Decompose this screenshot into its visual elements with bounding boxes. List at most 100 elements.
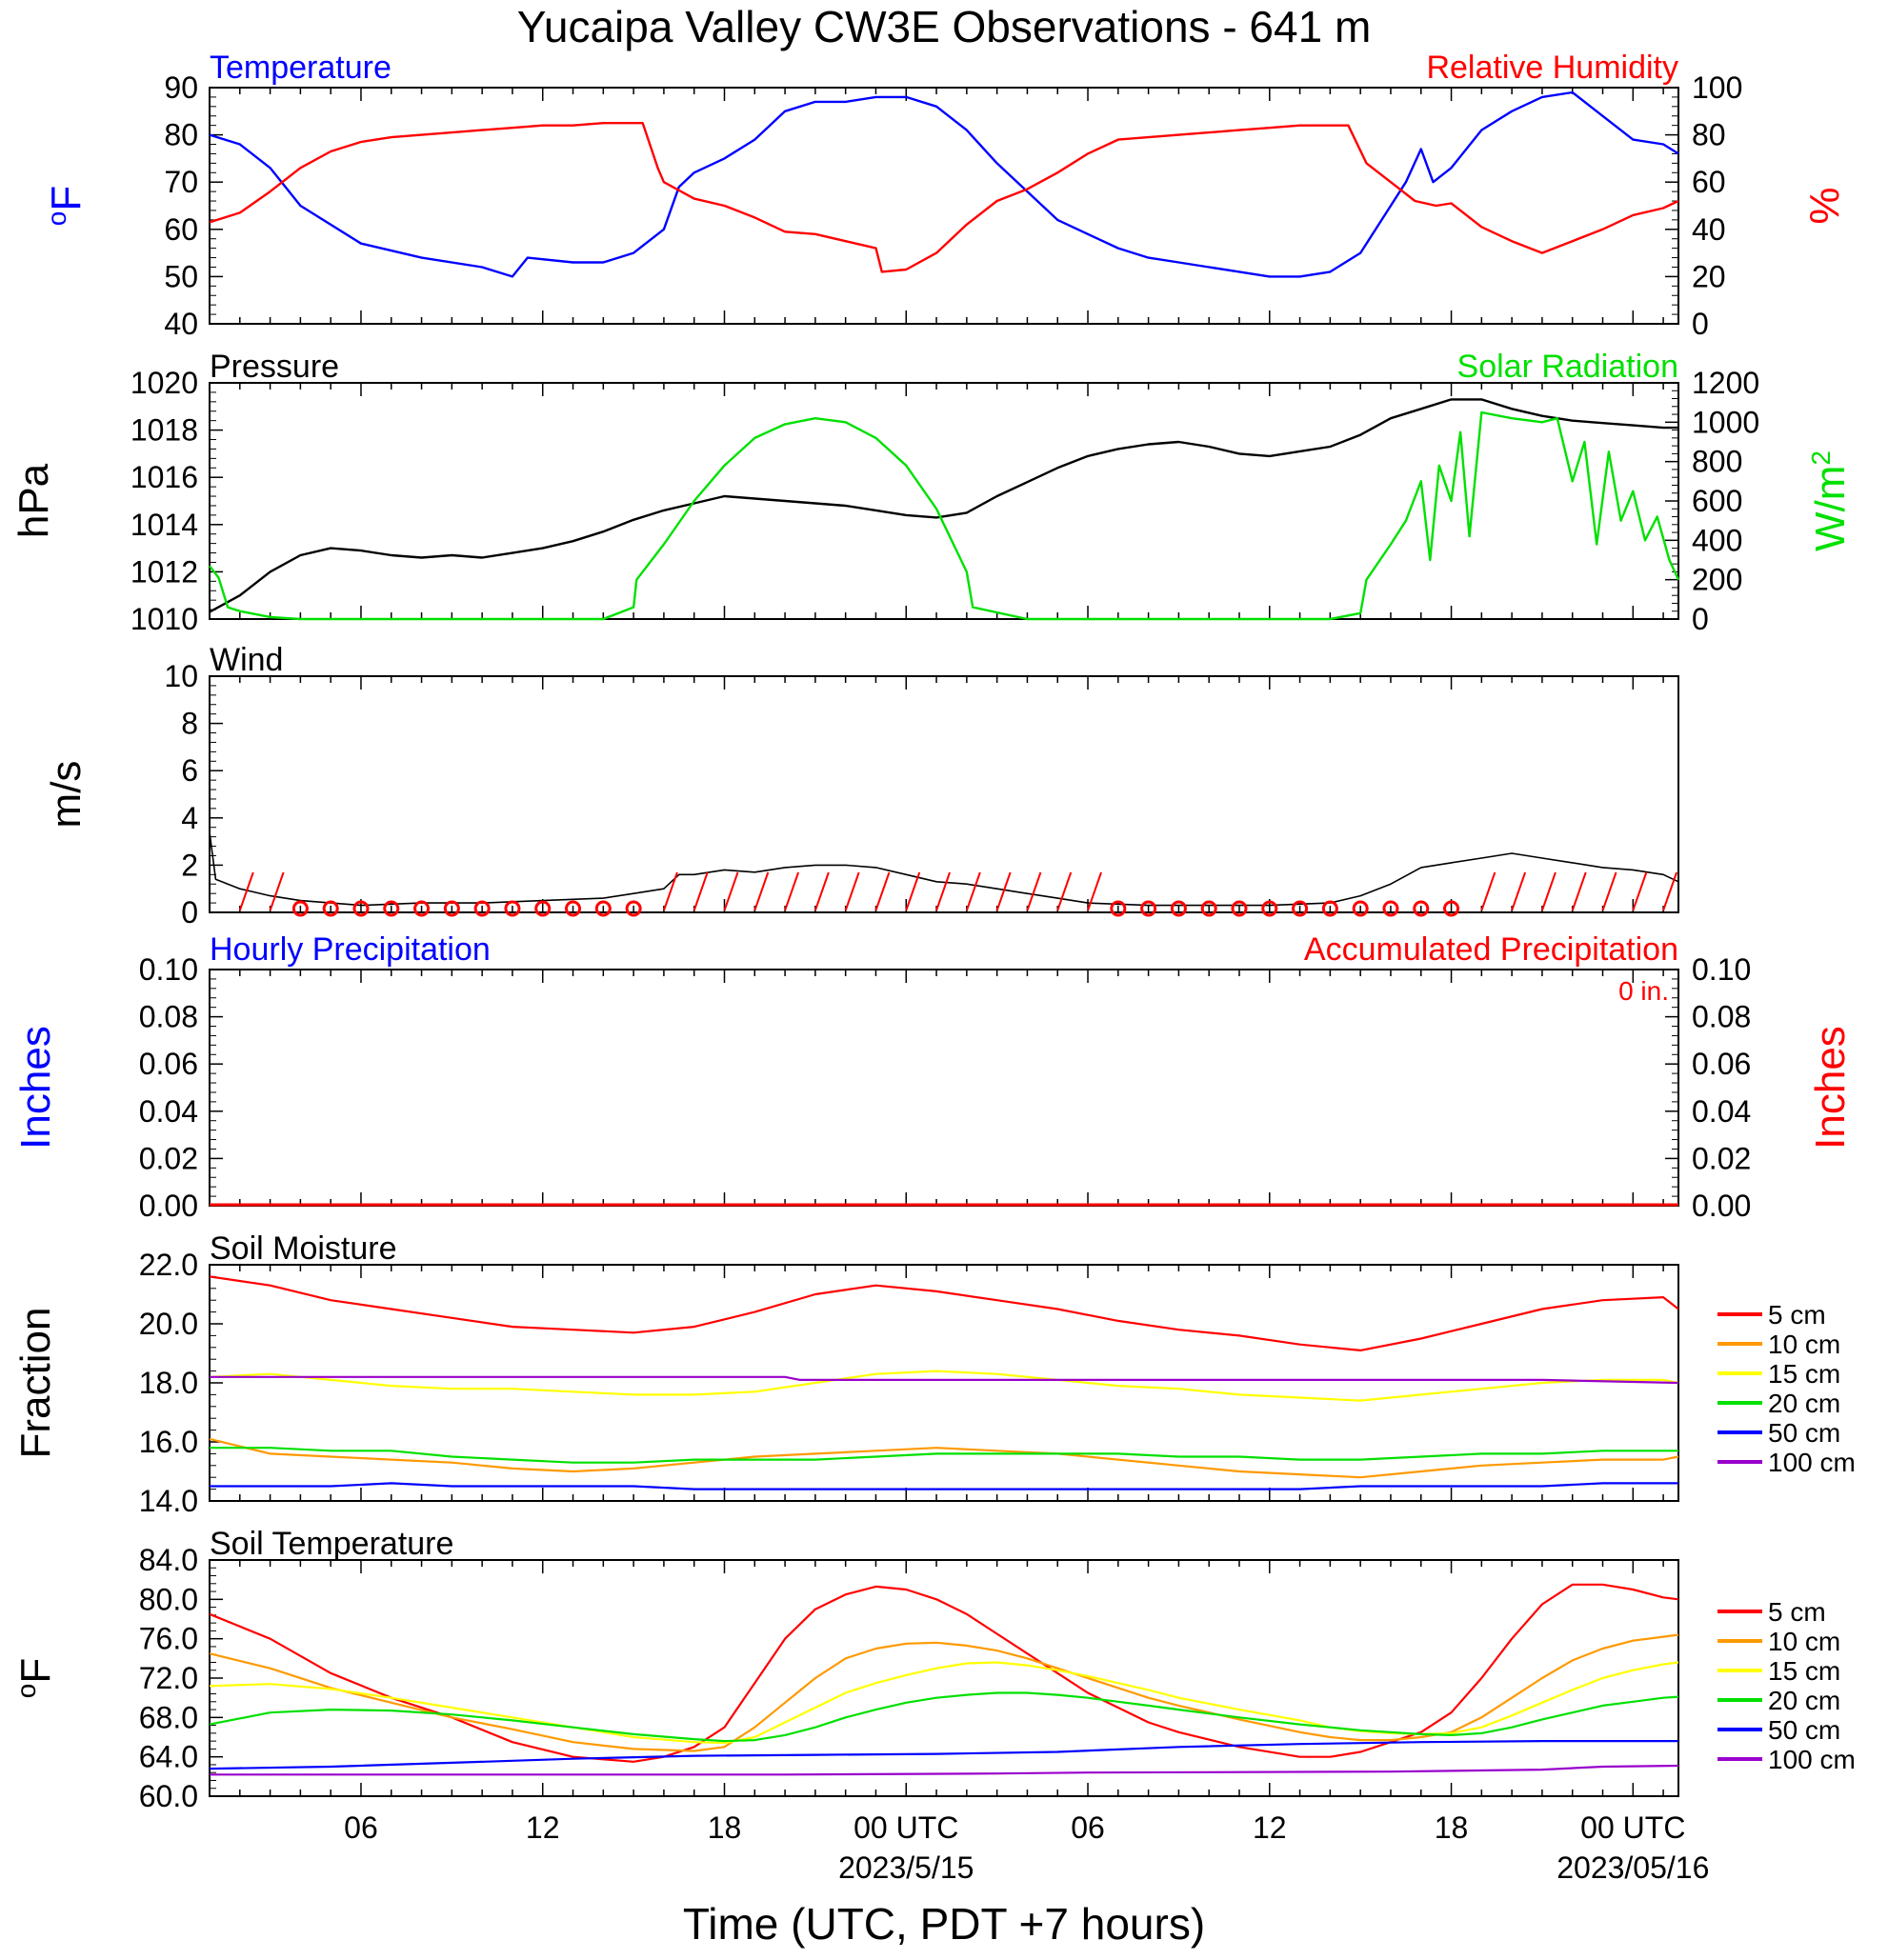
wind-calm-marker [473,900,491,917]
temperature-unit: oF [42,186,90,226]
soil-moisture-title: Soil Moisture [210,1230,397,1267]
wind-calm-marker [1200,900,1217,917]
wind-calm-marker [1110,900,1127,917]
pressure-y-tick-label: 1014 [131,508,198,542]
wind-barb [1480,871,1496,911]
precip-accum-y-tick-label: 0.04 [1692,1094,1751,1129]
soil-temp-series-5cm [209,1583,1679,1763]
temp-rh-panel: 40 50 60 70 80 90 0 20 40 60 80 100 Temperature Relat… [42,50,1849,341]
precip-accum-y-tick-label: 0.10 [1692,952,1751,987]
chart-title: Yucaipa Valley CW3E Observations - 641 m [517,2,1372,51]
soil-temp-y-tick-label: 60.0 [139,1779,198,1813]
pressure-y-tick-label: 1020 [131,366,198,400]
wind-calm-marker [565,900,582,917]
temp-y-tick-label: 80 [164,118,198,152]
wind-barb [723,871,739,911]
soil-moisture-legend-label: 5 cm [1768,1300,1826,1330]
pressure-title: Pressure [210,349,339,385]
solar-y-tick-label: 1000 [1692,405,1759,439]
pressure-unit-text: hPa [10,463,57,538]
precip-hourly-y-tick-label: 0.00 [139,1189,198,1223]
pressure-solar-panel: 1010 1012 1014 1016 1018 1020 0 200 400 600 800 100… [10,349,1854,636]
soil-temp-y-tick-label: 64.0 [139,1740,198,1774]
wind-calm-marker [625,900,642,917]
precip-hourly-y-tick-label: 0.08 [139,1000,198,1034]
solar-y-tick-label: 600 [1692,484,1742,518]
soil-moisture-y-tick-label: 16.0 [139,1425,198,1459]
series-wind-speed [209,831,1679,907]
wind-barb [662,871,678,911]
wind-barb [753,871,770,911]
soil-temperature-unit-degree: o [11,1684,41,1699]
wind-barb [813,871,830,911]
precip-accum-y-tick-label: 0.06 [1692,1047,1751,1081]
solar-y-tick-label: 400 [1692,523,1742,557]
soil-temp-series-50cm [209,1740,1678,1770]
soil-temperature-title: Soil Temperature [210,1526,453,1562]
wind-calm-marker [1292,900,1309,917]
solar-unit-superscript: 2 [1806,450,1836,466]
soil-temp-series-100cm [210,1764,1679,1776]
wind-barb [1601,871,1617,911]
humidity-title: Relative Humidity [1426,50,1678,86]
soil-temperature-legend-label: 50 cm [1768,1715,1840,1745]
soil-temperature-unit-letter: F [12,1658,59,1684]
temperature-unit-degree: o [42,211,71,227]
soil-temperature-legend-label: 5 cm [1768,1597,1826,1627]
rh-y-tick-label: 0 [1692,307,1709,341]
solar-unit-text: W/m [1807,466,1854,551]
soil-moisture-legend-label: 15 cm [1768,1359,1840,1389]
solar-y-tick-label: 0 [1692,602,1709,636]
precip-accum-y-tick-label: 0.00 [1692,1189,1751,1223]
solar-title: Solar Radiation [1457,349,1678,385]
temp-y-tick-label: 40 [164,307,198,341]
accum-precip-unit-text: Inches [1807,1026,1854,1150]
pressure-y-tick-label: 1016 [131,460,198,494]
soil-temp-y-tick-label: 80.0 [139,1582,198,1616]
hourly-precip-unit: Inches [12,1026,59,1150]
x-tick-label: 00 UTC [1580,1810,1685,1845]
series-temperature [209,90,1679,278]
x-tick-label: 12 [526,1810,560,1845]
soil-temp-frame [209,1559,1679,1797]
wind-frame [209,675,1679,913]
precip-hourly-y-tick-label: 0.10 [139,952,198,987]
wind-calm-marker [594,900,612,917]
soil-moisture-legend-label: 20 cm [1768,1389,1840,1418]
x-tick-date-label: 2023/05/16 [1557,1850,1709,1885]
wind-calm-marker [1231,900,1248,917]
wind-calm-marker [1443,900,1460,917]
rh-y-tick-label: 20 [1692,259,1726,293]
wind-y-tick-label: 0 [181,895,198,930]
soil-temperature-legend-label: 100 cm [1768,1745,1856,1774]
series-solar-radiation [209,410,1680,621]
soil-moisture-legend-label: 10 cm [1768,1330,1840,1359]
solar-y-tick-label: 800 [1692,445,1742,479]
wind-calm-marker [1321,900,1338,917]
soil-moisture-legend-label: 50 cm [1768,1418,1840,1448]
wind-calm-marker [1352,900,1369,917]
wind-barb [995,871,1012,911]
wind-calm-marker [1170,900,1187,917]
solar-y-tick-label: 1200 [1692,366,1759,400]
soil-temp-series-15cm [209,1661,1679,1745]
pressure-solar-frame [209,382,1679,620]
wind-calm-marker [413,900,431,917]
pressure-y-tick-label: 1010 [131,602,198,636]
wind-barb [935,871,951,911]
wind-barb [1662,871,1678,911]
soil-moisture-series-10cm [209,1437,1679,1479]
pressure-y-tick-label: 1012 [131,554,198,589]
soil-moisture-series-100cm [210,1375,1679,1385]
rh-y-tick-label: 100 [1692,70,1742,105]
soil-moisture-legend-label: 100 cm [1768,1448,1856,1477]
temp-rh-frame [209,87,1679,325]
soil-temp-series-10cm [209,1633,1679,1752]
precip-hourly-y-tick-label: 0.06 [139,1047,198,1081]
soil-moisture-series-20cm [210,1447,1678,1464]
series-pressure [209,398,1678,613]
soil-temperature-legend-label: 15 cm [1768,1656,1840,1686]
precip-hourly-y-tick-label: 0.04 [139,1094,198,1129]
wind-calm-marker [352,900,370,917]
